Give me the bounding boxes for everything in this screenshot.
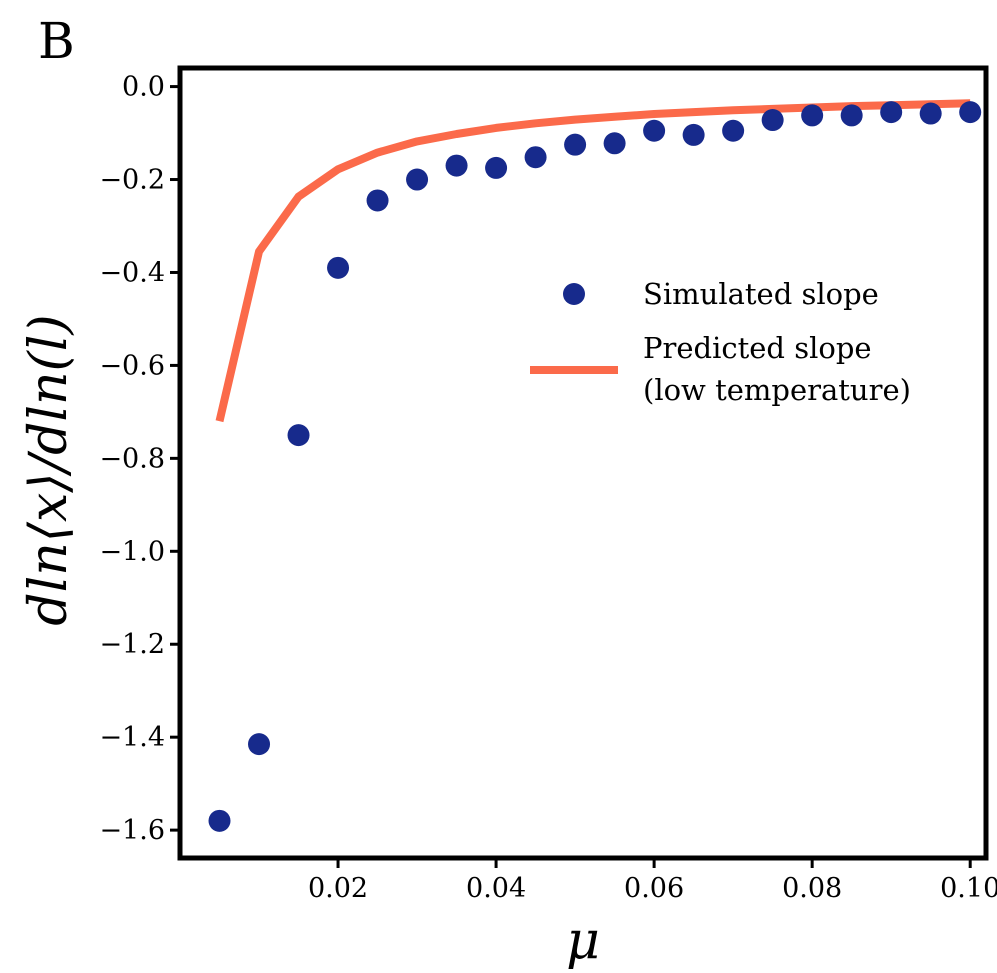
simulated-point [406,168,429,191]
simulated-point [208,809,231,832]
simulated-point [722,119,745,142]
simulated-point [445,154,468,177]
x-tick-label: 0.08 [782,873,842,904]
plot-frame [177,65,989,861]
simulated-point [524,146,547,169]
simulated-point [327,256,350,279]
simulated-point [919,102,942,125]
y-tick-label: −0.4 [99,257,165,288]
legend-simulated-label: Simulated slope [643,277,879,311]
simulated-point [287,424,310,447]
simulated-point [801,104,824,127]
simulated-point [485,156,508,179]
simulated-point [959,101,982,124]
x-tick-label: 0.10 [940,873,997,904]
simulated-point [366,189,389,212]
simulated-point [643,119,666,142]
x-tick-label: 0.04 [466,873,526,904]
x-tick-label: 0.06 [624,873,684,904]
x-tick-label: 0.02 [308,873,368,904]
predicted-series [215,99,971,423]
y-tick-label: −0.6 [99,350,165,381]
y-tick-label: −1.4 [99,722,165,753]
simulated-point [603,132,626,155]
simulated-point [682,123,705,146]
y-tick-label: −1.2 [99,629,165,660]
y-axis-label: dln⟨x⟩/dln(l) [19,314,79,625]
simulated-point [880,101,903,124]
simulated-point [840,104,863,127]
legend-simulated-marker [563,283,585,305]
simulated-point [564,133,587,156]
y-tick-label: −0.8 [99,443,165,474]
simulated-series [208,101,982,832]
simulated-point [248,733,271,756]
x-axis-label: μ [566,911,600,971]
panel-label: B [38,12,75,70]
legend-predicted-label-line2: (low temperature) [643,373,911,407]
y-tick-label: −1.6 [99,815,165,846]
legend-predicted-label-line1: Predicted slope [643,331,872,365]
x-axis-ticks: 0.02 0.04 0.06 0.08 0.10 [308,858,997,904]
y-axis-ticks: 0.0 −0.2 −0.4 −0.6 −0.8 −1.0 −1.2 −1.4 −1.6 [99,72,180,846]
simulated-point [761,109,784,132]
y-tick-label: −0.2 [99,165,165,196]
y-tick-label: −1.0 [99,536,165,567]
predicted-slope-line [215,99,971,423]
legend: Simulated slope Predicted slope (low tem… [530,277,911,407]
y-tick-label: 0.0 [122,72,165,103]
